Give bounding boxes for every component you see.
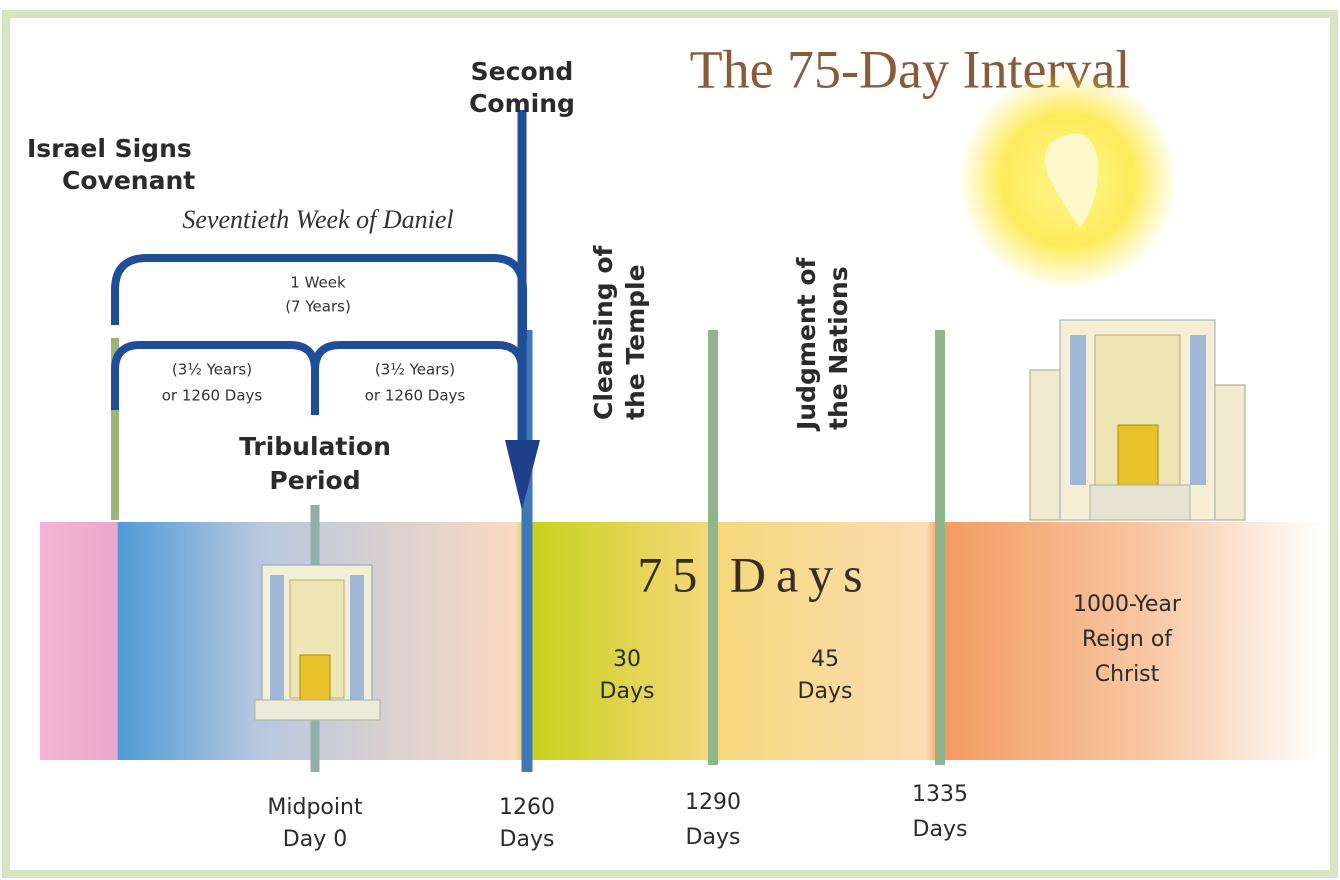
reign-label: Christ	[1095, 662, 1160, 687]
marker-label: 1260	[499, 795, 555, 820]
marker-label: 1335	[912, 782, 968, 807]
marker-label: Days	[686, 825, 741, 850]
half-brackets	[115, 345, 522, 415]
tribulation-label: Tribulation	[239, 432, 391, 461]
cleansing-label: the Temple	[621, 264, 650, 420]
span-label: Days	[600, 679, 655, 704]
half-label: (3½ Years)	[172, 361, 252, 379]
marker-label: Midpoint	[267, 795, 363, 820]
arrow-head	[505, 440, 540, 510]
diagram: The 75-Day Interval Second Coming Israel…	[0, 0, 1340, 880]
marker-label: 1290	[685, 790, 741, 815]
half-label: or 1260 Days	[162, 387, 263, 405]
week-label: (7 Years)	[285, 298, 351, 316]
week-title: Seventieth Week of Daniel	[182, 205, 453, 234]
span-label: Days	[798, 679, 853, 704]
marker-label: Day 0	[283, 827, 347, 852]
cleansing-label: Cleansing of	[589, 244, 618, 420]
half-label: or 1260 Days	[365, 387, 466, 405]
second-coming-label: Second	[471, 57, 574, 86]
span-label: 45	[811, 647, 839, 672]
tribulation-label: Period	[269, 466, 360, 495]
reign-label: 1000-Year	[1073, 592, 1182, 617]
judgment-label: Judgment of	[792, 256, 821, 432]
temple-small	[255, 565, 380, 720]
temple-large	[1030, 320, 1245, 520]
judgment-label: the Nations	[824, 266, 853, 430]
week-label: 1 Week	[290, 274, 346, 292]
second-coming-label: Coming	[469, 89, 575, 118]
covenant-label: Israel Signs	[27, 134, 192, 163]
interval-label: 75 Days	[637, 546, 872, 602]
span-label: 30	[613, 647, 641, 672]
marker-label: Days	[500, 827, 555, 852]
reign-label: Reign of	[1082, 627, 1173, 652]
covenant-label: Covenant	[62, 166, 195, 195]
half-label: (3½ Years)	[375, 361, 455, 379]
marker-label: Days	[913, 817, 968, 842]
